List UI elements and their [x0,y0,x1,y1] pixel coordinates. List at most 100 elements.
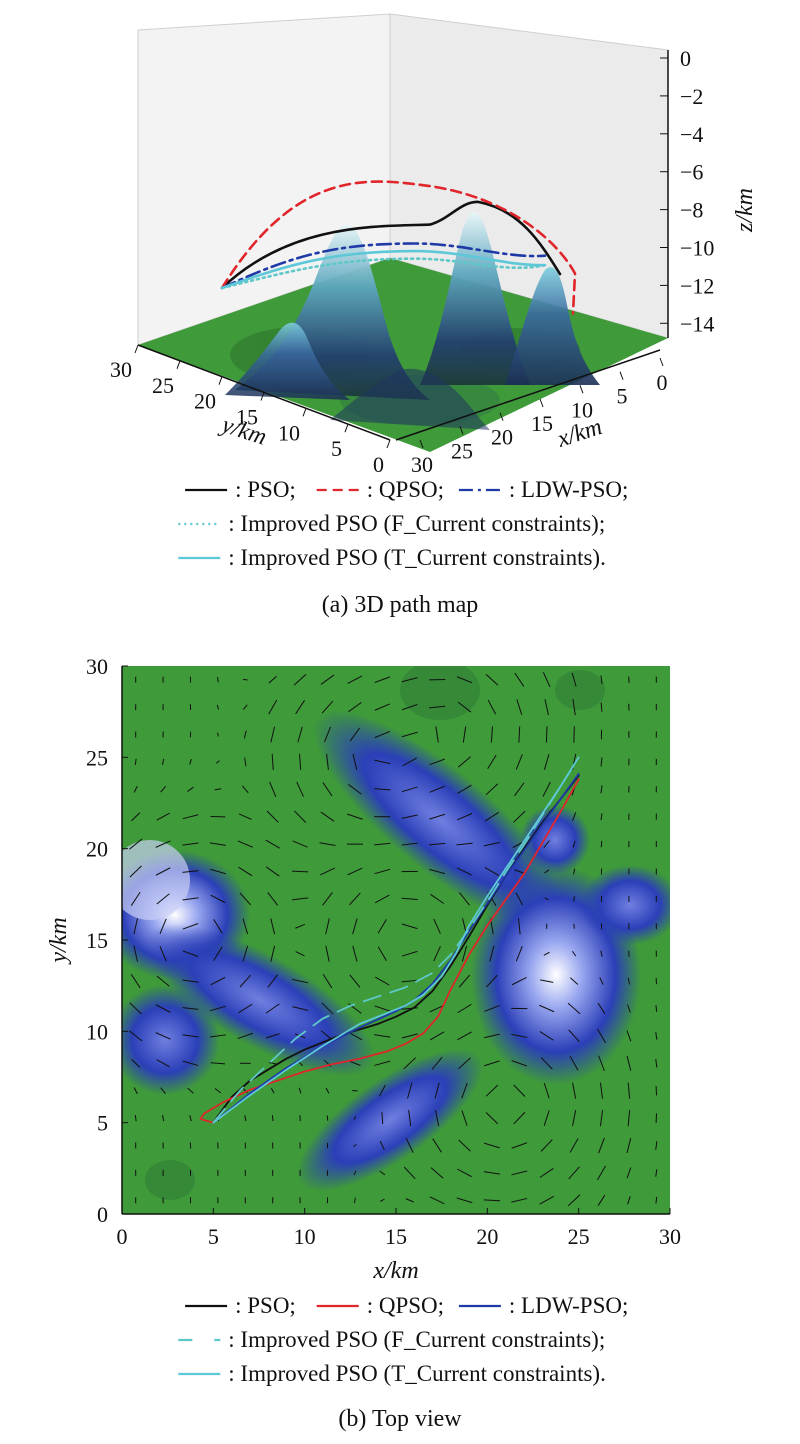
current-vector [374,894,390,904]
x-tick-mark-3d [659,357,664,367]
current-vector [182,979,199,983]
current-vector [572,1110,577,1127]
current-vector [513,1111,526,1125]
current-vector [348,784,362,795]
current-vector [514,869,525,874]
current-vector [486,974,498,988]
current-vector [209,1034,226,1038]
current-vector [572,1082,577,1099]
current-vector [408,1110,412,1127]
current-vector [353,1170,357,1176]
current-vector [456,842,473,846]
current-vector [484,867,500,876]
current-vector [485,1112,499,1125]
current-vector [597,1002,606,1015]
current-vector [237,840,253,848]
current-vector [156,975,170,987]
current-vector [401,923,418,930]
current-vector [268,1061,277,1065]
current-vector [161,758,165,765]
z-ticks: 0 −2 −4 −6 −8 −10 −12 −14 [660,46,714,336]
legend-label-improved_t: : Improved PSO (T_Current constraints). [228,545,606,570]
current-vector [572,840,576,848]
current-vector [514,672,525,687]
z-tick-label: −2 [680,84,703,109]
current-vector [539,1167,554,1178]
current-vector [239,892,252,906]
z-tick-label: −6 [680,160,703,185]
current-vector [539,1195,555,1205]
current-vector [298,1087,302,1094]
current-vector [655,1058,658,1068]
current-vector [374,788,391,791]
current-vector [182,842,199,846]
current-vector [513,810,526,823]
current-vector [544,869,550,874]
current-vector [347,867,363,876]
current-vector [596,1028,607,1044]
x-tick-mark-3d [419,439,424,449]
current-vector [242,704,248,710]
y-tick-mark-3d [134,344,139,354]
current-vector [319,867,336,876]
y-tick-label: 15 [86,928,108,953]
current-vector [568,1029,580,1043]
current-vector [187,786,194,792]
current-vector [381,1112,384,1125]
y-tick-label: 25 [86,745,108,770]
current-vector [322,892,333,906]
current-vector [292,840,308,848]
current-vector [435,1110,440,1127]
x-tick-label: 5 [208,1224,219,1249]
current-vector [269,781,277,797]
current-vector [160,1087,166,1094]
x-tick-label: 15 [385,1224,407,1249]
current-vector [352,918,358,935]
current-vector [485,783,499,796]
legend-label-improved_f: : Improved PSO (F_Current constraints); [228,1327,605,1352]
current-vector [214,1088,222,1094]
current-vector [155,840,171,848]
current-vector [267,974,279,988]
current-vector [213,919,223,934]
current-vector [484,1142,500,1149]
current-vector [459,892,470,906]
y-tick-mark-3d [218,376,223,385]
current-vector [374,676,391,684]
current-vector [489,945,495,962]
current-vector [295,951,305,957]
current-vector [324,726,331,743]
current-vector [544,897,549,901]
current-vector [374,842,391,846]
current-vector [513,1084,526,1097]
current-vector [599,1082,604,1099]
current-vector [457,784,472,794]
current-vector [545,726,548,743]
current-vector [570,977,579,985]
current-vector [430,1167,444,1179]
current-vector [456,1197,473,1204]
current-vector [182,1034,199,1038]
x-tick-mark-3d [619,371,624,380]
current-vector [239,974,252,988]
current-vector [573,896,575,902]
current-vector [352,753,358,770]
series-line-3d-improved_f [220,257,547,290]
z-tick-label: −12 [680,273,714,298]
legend-label-pso: : PSO; [235,1293,296,1318]
y-tick-label-3d: 10 [278,420,300,445]
current-vector [295,700,305,715]
y-tick-label-3d: 5 [331,436,342,461]
current-vector [182,870,199,873]
current-vector [352,945,358,962]
legend-top: : PSO;: QPSO;: LDW-PSO;: Improved PSO (F… [178,1293,628,1386]
current-vector [156,893,170,905]
current-vector [130,891,141,906]
current-vector [187,1087,194,1094]
current-vector [297,726,303,743]
current-vector [457,1168,472,1178]
current-vector [483,1199,501,1202]
current-vector [600,840,603,848]
current-vector [600,757,603,767]
current-vector [600,813,603,821]
